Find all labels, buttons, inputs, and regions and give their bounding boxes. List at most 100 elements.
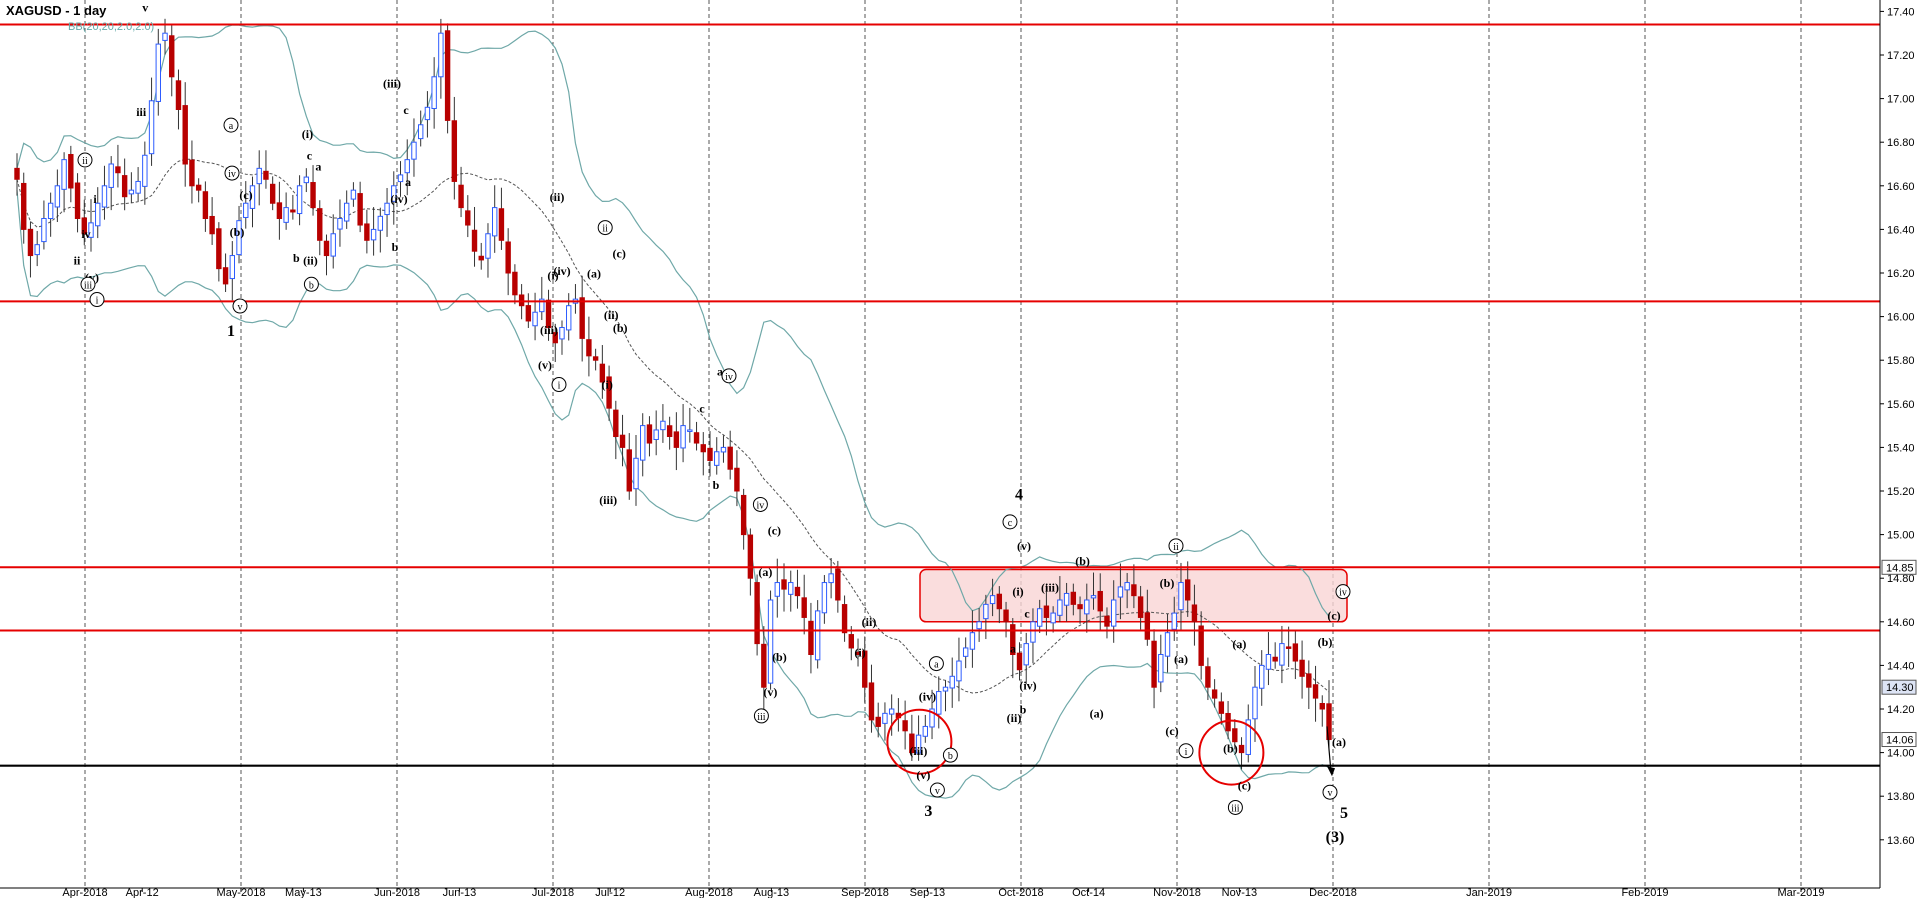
horizontal-levels (0, 23, 1880, 777)
grid-lines (84, 0, 1802, 888)
wave-label: iv (228, 169, 236, 180)
wave-label: (c) (1238, 779, 1251, 793)
wave-label: (b) (230, 225, 245, 239)
candle-body (1238, 744, 1245, 754)
candle-body (1218, 701, 1225, 714)
candle-body (761, 643, 767, 688)
price-tick-label: 15.60 (1887, 399, 1915, 411)
candle-body (754, 582, 760, 645)
candle-body (808, 620, 814, 655)
wave-label-circle (89, 292, 105, 308)
candle-body (640, 425, 646, 461)
candle-body (256, 167, 262, 185)
candle-body (862, 650, 868, 688)
time-tick-label: Oct-14 (1072, 887, 1105, 898)
candle-body (310, 182, 316, 209)
candle-body (1259, 664, 1265, 689)
candle-body (115, 166, 121, 174)
price-tick-label: 14.80 (1887, 573, 1915, 585)
candle-body (566, 305, 572, 331)
candle-body (828, 573, 834, 584)
wave-label: iv (1339, 588, 1347, 599)
candle-body (155, 43, 161, 102)
time-tick-label: Dec-2018 (1309, 887, 1357, 898)
candle-body (465, 210, 471, 226)
middle-band (16, 158, 1330, 694)
candle-body (781, 579, 787, 590)
candle-body (814, 610, 821, 661)
candle-body (660, 420, 666, 431)
candle-body (74, 182, 81, 220)
candle-body (1285, 646, 1292, 649)
support-circle (1198, 719, 1265, 786)
candle-body (855, 651, 861, 655)
wave-label: (iv) (553, 264, 570, 278)
candle-body (182, 105, 188, 165)
wave-label: i (93, 192, 97, 206)
wave-label-circle (80, 276, 96, 292)
price-tick-label: 15.40 (1887, 442, 1915, 454)
wave-label: c (699, 402, 705, 416)
candle-body (1252, 686, 1258, 720)
wave-label: ii (74, 253, 81, 267)
candle-body (404, 159, 410, 174)
candle-body (1312, 684, 1319, 699)
wave-label: (a) (758, 565, 772, 579)
price-tick-label: 14.00 (1887, 748, 1915, 760)
candle-body (1299, 659, 1305, 677)
wave-label: (i) (302, 127, 313, 141)
wave-label: c (1008, 518, 1013, 529)
wave-label: (iii) (1041, 580, 1059, 594)
time-tick-label: Nov-2018 (1153, 887, 1201, 898)
candle-body (47, 202, 54, 220)
indicator-label: BB(20,20,2.0,2.0) (68, 21, 155, 33)
wave-label-circle (753, 708, 769, 724)
candle-body (1211, 689, 1218, 699)
candle-body (902, 720, 908, 732)
candle-body (1036, 608, 1043, 627)
price-tick-label: 17.20 (1887, 50, 1915, 62)
candle-body (1205, 666, 1211, 688)
wave-label-circle (929, 782, 945, 798)
candle-body (552, 332, 558, 344)
candle-body (276, 202, 283, 220)
price-tick-label: 14.20 (1887, 704, 1915, 716)
candle-body (108, 163, 114, 188)
wave-label-circle (597, 220, 613, 236)
price-tick-label: 13.60 (1887, 835, 1915, 847)
candle-body (949, 675, 955, 689)
wave-label: (c) (1165, 724, 1178, 738)
candle-body (983, 603, 989, 620)
wave-label: iii (1231, 803, 1240, 814)
price-tick-label: 16.40 (1887, 224, 1915, 236)
candle-body (330, 233, 336, 257)
wave-label: (b) (1075, 554, 1090, 568)
time-tick-label: Sep-13 (910, 887, 945, 898)
candle-body (956, 660, 962, 682)
candle-body (962, 647, 969, 657)
candle-body (747, 534, 754, 579)
time-tick-label: Nov-13 (1222, 887, 1257, 898)
wave-label: (iii) (599, 493, 617, 507)
wave-label: (v) (1017, 539, 1031, 553)
price-tick-label: 15.00 (1887, 530, 1915, 542)
wave-label-circle (1002, 514, 1018, 530)
wave-label: (c) (768, 524, 781, 538)
candle-body (922, 725, 929, 737)
candle-body (1326, 703, 1332, 741)
candle-body (417, 124, 424, 140)
wave-label: (a) (1232, 637, 1246, 651)
time-tick-label: Apr-12 (126, 887, 159, 898)
candle-body (936, 691, 942, 715)
wave-label: (i) (1012, 585, 1023, 599)
wave-label: ii (602, 224, 608, 235)
wave-label: c (403, 103, 409, 117)
candle-body (1097, 590, 1103, 612)
candle-body (438, 32, 444, 78)
time-tick-label: Mar-2019 (1777, 887, 1824, 898)
wave-label: (iii) (909, 744, 927, 758)
candle-body (21, 182, 27, 230)
candle-body (841, 604, 848, 634)
wave-label: v (142, 0, 148, 14)
candle-body (263, 170, 269, 180)
